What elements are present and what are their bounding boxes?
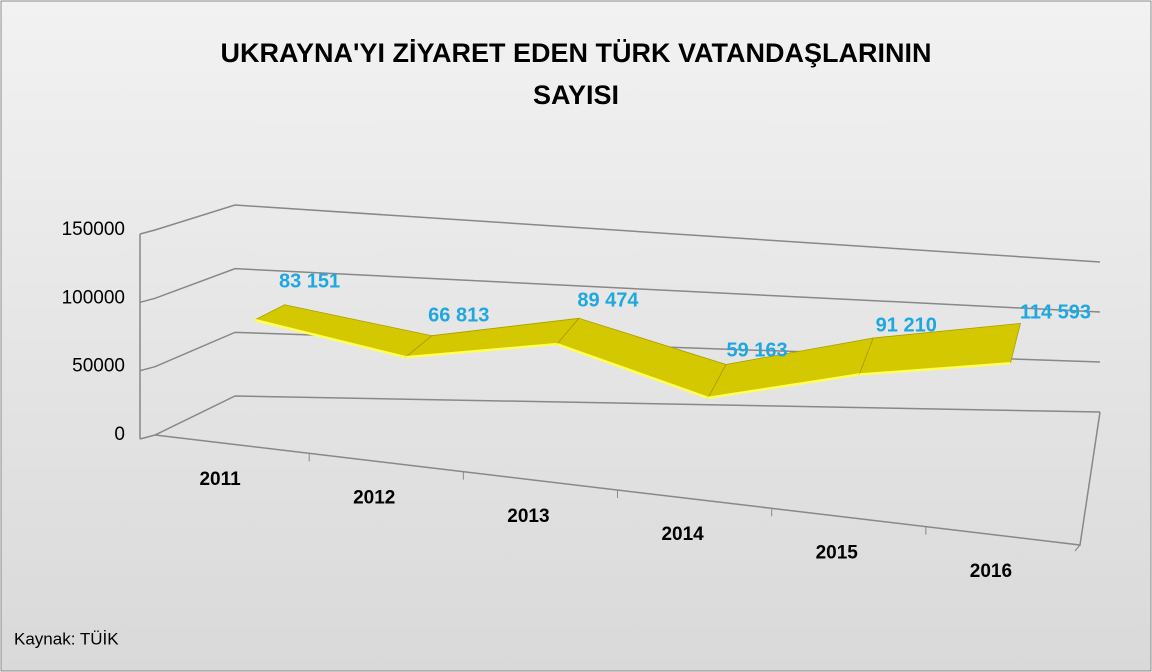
ribbon-edge <box>859 362 1011 376</box>
x-tick-label: 2016 <box>970 561 1012 582</box>
ribbon-edge <box>556 342 709 400</box>
x-tick-label: 2015 <box>816 543 859 564</box>
axis-edge <box>1074 544 1081 552</box>
y-tick-label: 0 <box>114 424 125 445</box>
y-tick-label: 100000 <box>62 287 125 308</box>
source-note: Kaynak: TÜİK <box>14 629 119 648</box>
data-label: 83 151 <box>279 271 340 293</box>
grid-line <box>139 267 1101 313</box>
grid-line <box>139 204 1101 263</box>
data-label: 89 474 <box>577 290 639 312</box>
x-tick-label: 2011 <box>199 469 241 490</box>
data-label: 59 163 <box>726 339 787 361</box>
data-label: 91 210 <box>876 315 937 337</box>
data-label: 66 813 <box>428 305 489 327</box>
data-label: 114 593 <box>1020 302 1091 324</box>
ribbon-edge <box>254 318 407 359</box>
ribbon-edge <box>707 373 860 400</box>
y-tick-label: 50000 <box>72 356 125 377</box>
chart-title: UKRAYNA'YI ZİYARET EDEN TÜRK VATANDAŞLAR… <box>221 38 932 110</box>
y-tick-label: 150000 <box>62 219 125 240</box>
x-tick-label: 2014 <box>661 524 704 545</box>
ribbon-edge <box>405 342 558 359</box>
grid-line <box>139 395 1101 440</box>
x-tick-label: 2012 <box>353 488 395 509</box>
x-tick-label: 2013 <box>507 506 549 527</box>
